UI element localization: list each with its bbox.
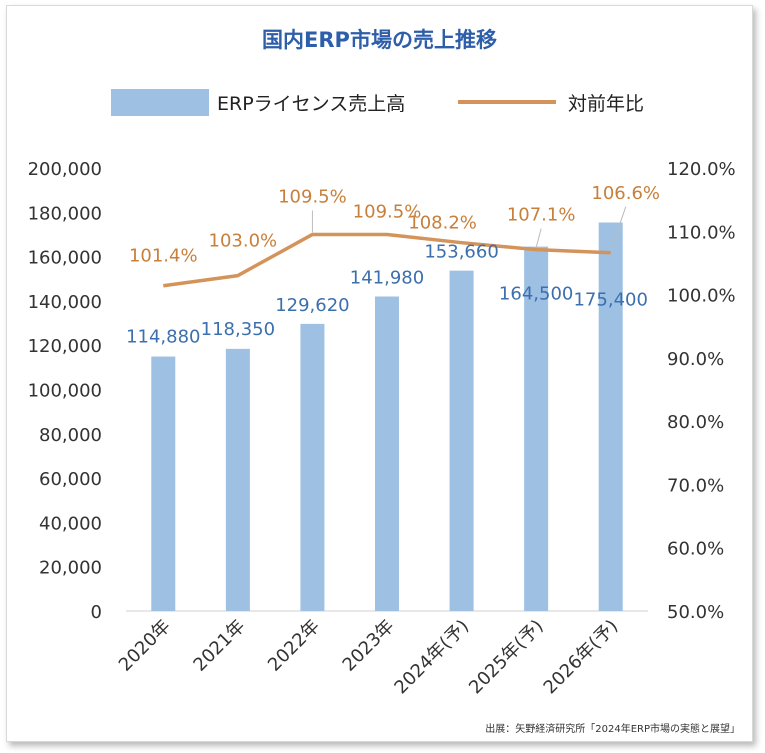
line-series xyxy=(163,232,611,288)
chart-frame: 国内ERP市場の売上推移 ERPライセンス売上高 対前年比 出展：矢野経済研究所… xyxy=(6,5,753,742)
y-right-tick-label: 70.0% xyxy=(667,475,724,496)
legend: ERPライセンス売上高 対前年比 xyxy=(7,84,752,124)
bar xyxy=(375,296,399,611)
chart-title: 国内ERP市場の売上推移 xyxy=(262,28,497,52)
bar-data-label: 114,880 xyxy=(126,327,200,348)
bar-data-label: 175,400 xyxy=(573,289,647,310)
bar xyxy=(225,348,250,611)
x-tick-label: 2022年 xyxy=(264,616,324,676)
x-tick-label: 2020年 xyxy=(115,616,175,676)
y-left-tick-label: 0 xyxy=(91,602,102,623)
y-left-tick-label: 40,000 xyxy=(39,513,102,534)
x-tick-label: 2026年(予) xyxy=(540,616,623,699)
legend-bar-swatch xyxy=(111,89,209,116)
y-left-tick-label: 200,000 xyxy=(28,159,102,180)
line-data-label: 101.4% xyxy=(129,246,198,267)
line-data-label: 109.5% xyxy=(353,201,422,222)
x-tick-label: 2025年(予) xyxy=(465,616,548,699)
y-left-tick-label: 120,000 xyxy=(28,336,102,357)
legend-line-swatch xyxy=(458,100,556,104)
line-data-label: 103.0% xyxy=(209,231,278,252)
line-label-leader xyxy=(610,206,627,251)
legend-line-label: 対前年比 xyxy=(568,93,645,115)
y-left-tick-label: 20,000 xyxy=(39,558,102,579)
bar xyxy=(524,246,549,611)
y-right-tick-label: 60.0% xyxy=(667,539,724,560)
bar xyxy=(300,323,325,611)
line-data-label: 109.5% xyxy=(278,186,347,207)
bar xyxy=(151,356,176,611)
bar-data-label: 118,350 xyxy=(201,319,275,340)
x-tick-label: 2024年(予) xyxy=(390,616,473,699)
y-left-tick-label: 80,000 xyxy=(39,425,102,446)
y-left-tick-label: 100,000 xyxy=(28,381,102,402)
y-right-tick-label: 100.0% xyxy=(667,286,736,307)
line-data-label: 108.2% xyxy=(408,213,477,234)
y-left-tick-label: 160,000 xyxy=(28,248,102,269)
bar xyxy=(449,270,474,611)
y-right-tick-label: 80.0% xyxy=(667,412,724,433)
bar-data-label: 164,500 xyxy=(499,284,573,305)
bar-data-label: 153,660 xyxy=(424,242,498,263)
bar-data-label: 129,620 xyxy=(275,295,349,316)
line-label-leader xyxy=(535,228,542,248)
y-left-tick-label: 180,000 xyxy=(28,203,102,224)
y-right-tick-label: 90.0% xyxy=(667,349,724,370)
y-left-tick-label: 140,000 xyxy=(28,292,102,313)
x-tick-label: 2023年 xyxy=(339,616,399,676)
line-data-label: 107.1% xyxy=(507,205,576,226)
bar xyxy=(598,222,623,611)
line-data-label: 106.6% xyxy=(591,183,660,204)
y-right-tick-label: 50.0% xyxy=(667,602,724,623)
bar-data-label: 141,980 xyxy=(350,268,424,289)
y-right-tick-label: 110.0% xyxy=(667,222,736,243)
legend-bar-label: ERPライセンス売上高 xyxy=(217,93,406,115)
y-right-tick-label: 120.0% xyxy=(667,159,736,180)
y-left-tick-label: 60,000 xyxy=(39,469,102,490)
source-note: 出展：矢野経済研究所「2024年ERP市場の実態と展望」 xyxy=(485,724,740,735)
x-tick-label: 2021年 xyxy=(189,616,249,676)
